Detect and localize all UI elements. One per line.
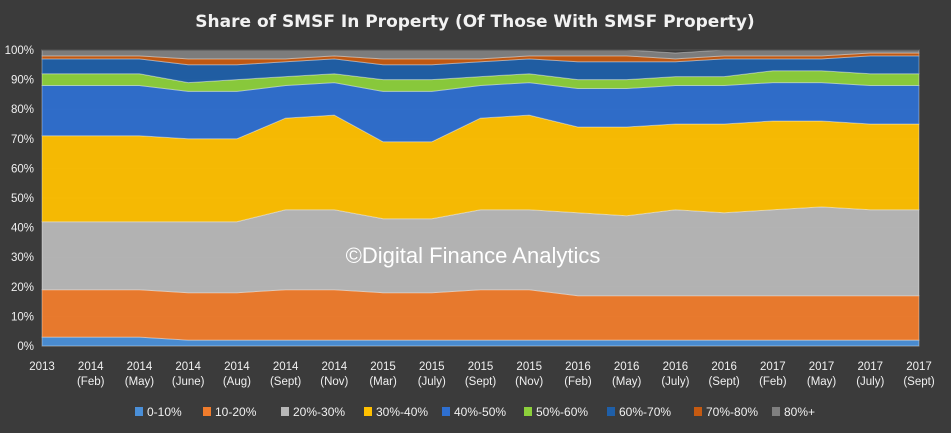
legend-swatch-70-80 bbox=[694, 407, 702, 416]
x-tick-label: (Feb) bbox=[77, 376, 105, 388]
x-axis-ticks: 2013 2014 (Feb) 2014 (May) 2014 (June) 2014 (Aug… bbox=[29, 361, 935, 388]
x-tick-label: (Aug) bbox=[223, 376, 251, 388]
x-tick-label: 2014 bbox=[224, 361, 250, 373]
legend-swatch-40-50 bbox=[442, 407, 450, 416]
x-tick-label: 2016 bbox=[614, 361, 640, 373]
legend-swatch-10-20 bbox=[203, 407, 211, 416]
legend-swatch-30-40 bbox=[364, 407, 372, 416]
x-tick-label: 2013 bbox=[29, 361, 55, 373]
legend-label-70-80: 70%-80% bbox=[706, 405, 758, 419]
x-tick-label: 2016 bbox=[711, 361, 737, 373]
legend-swatch-50-60 bbox=[524, 407, 532, 416]
area-series-group bbox=[41, 49, 920, 347]
x-tick-label: 2015 bbox=[468, 361, 494, 373]
legend-swatch-20-30 bbox=[281, 407, 289, 416]
y-tick-label: 50% bbox=[11, 193, 34, 205]
watermark: ©Digital Finance Analytics bbox=[346, 243, 601, 268]
y-tick-label: 10% bbox=[11, 311, 34, 323]
x-tick-label: (July) bbox=[856, 376, 884, 388]
x-tick-label: 2017 bbox=[760, 361, 786, 373]
x-tick-label: (May) bbox=[125, 376, 155, 388]
x-tick-label: (Nov) bbox=[515, 376, 543, 388]
legend-label-0-10: 0-10% bbox=[147, 405, 182, 419]
x-tick-label: 2014 bbox=[127, 361, 153, 373]
x-tick-label: 2014 bbox=[273, 361, 299, 373]
x-tick-label: (July) bbox=[418, 376, 446, 388]
y-tick-label: 90% bbox=[11, 75, 34, 87]
x-tick-label: 2016 bbox=[663, 361, 689, 373]
legend-label-10-20: 10-20% bbox=[215, 405, 257, 419]
x-tick-label: (Sept) bbox=[903, 376, 934, 388]
x-tick-label: 2017 bbox=[809, 361, 835, 373]
legend-label-20-30: 20%-30% bbox=[293, 405, 345, 419]
x-tick-label: (Sept) bbox=[708, 376, 739, 388]
legend-swatch-80 bbox=[772, 407, 780, 416]
x-tick-label: (Sept) bbox=[465, 376, 496, 388]
x-tick-label: 2014 bbox=[175, 361, 201, 373]
x-tick-label: (June) bbox=[172, 376, 205, 388]
y-tick-label: 80% bbox=[11, 104, 34, 116]
y-tick-label: 20% bbox=[11, 282, 34, 294]
x-tick-label: (Feb) bbox=[759, 376, 787, 388]
x-tick-label: (Nov) bbox=[320, 376, 348, 388]
x-tick-label: 2015 bbox=[516, 361, 542, 373]
y-axis-ticks: 0% 10% 20% 30% 40% 50% 60% 70% 80% 90% 100% bbox=[5, 45, 34, 353]
legend-swatch-60-70 bbox=[607, 407, 615, 416]
y-tick-label: 100% bbox=[5, 45, 34, 57]
legend: 0-10% 10-20% 20%-30% 30%-40% 40%-50% 50%-60% 6… bbox=[135, 405, 815, 419]
legend-swatch-0-10 bbox=[135, 407, 143, 416]
area-series-10-20 bbox=[41, 289, 920, 341]
legend-label-80: 80%+ bbox=[784, 405, 815, 419]
x-tick-label: (July) bbox=[661, 376, 689, 388]
y-tick-label: 60% bbox=[11, 163, 34, 175]
x-tick-label: (Sept) bbox=[270, 376, 301, 388]
y-tick-label: 30% bbox=[11, 252, 34, 264]
x-tick-label: 2015 bbox=[419, 361, 445, 373]
legend-label-40-50: 40%-50% bbox=[454, 405, 506, 419]
x-tick-label: (Mar) bbox=[369, 376, 397, 388]
y-tick-label: 40% bbox=[11, 223, 34, 235]
x-tick-label: 2015 bbox=[370, 361, 396, 373]
legend-label-50-60: 50%-60% bbox=[536, 405, 588, 419]
x-tick-label: 2016 bbox=[565, 361, 591, 373]
x-tick-label: (Feb) bbox=[564, 376, 592, 388]
chart-title: Share of SMSF In Property (Of Those With… bbox=[195, 12, 754, 32]
x-tick-label: 2017 bbox=[857, 361, 883, 373]
legend-label-60-70: 60%-70% bbox=[619, 405, 671, 419]
x-tick-label: 2017 bbox=[906, 361, 932, 373]
y-tick-label: 0% bbox=[17, 341, 34, 353]
x-tick-label: 2014 bbox=[322, 361, 348, 373]
y-tick-label: 70% bbox=[11, 134, 34, 146]
x-tick-label: 2014 bbox=[78, 361, 104, 373]
x-tick-label: (May) bbox=[807, 376, 837, 388]
x-tick-label: (May) bbox=[612, 376, 642, 388]
legend-label-30-40: 30%-40% bbox=[376, 405, 428, 419]
